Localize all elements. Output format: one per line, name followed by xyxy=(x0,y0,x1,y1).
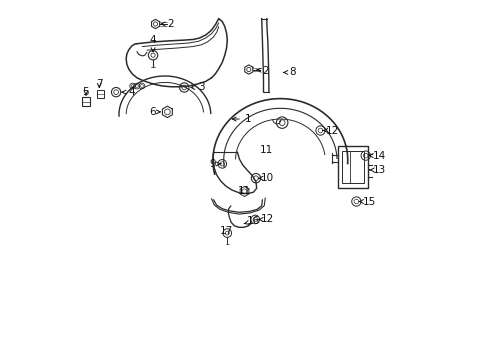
Text: 2: 2 xyxy=(256,66,269,76)
Bar xyxy=(338,145,367,188)
Text: 15: 15 xyxy=(359,197,375,207)
Text: 12: 12 xyxy=(322,126,338,135)
Bar xyxy=(82,97,90,106)
Bar xyxy=(97,90,103,98)
Text: 16: 16 xyxy=(244,216,260,226)
Text: 12: 12 xyxy=(258,215,274,224)
Text: 8: 8 xyxy=(283,67,296,77)
Text: 13: 13 xyxy=(369,165,385,175)
Text: 17: 17 xyxy=(220,226,233,236)
Text: 1: 1 xyxy=(232,114,251,124)
Text: 14: 14 xyxy=(368,150,385,161)
Text: 9: 9 xyxy=(208,159,221,169)
Text: 7: 7 xyxy=(96,79,102,89)
Text: 3: 3 xyxy=(191,82,204,93)
Text: 11: 11 xyxy=(259,144,272,154)
Text: 10: 10 xyxy=(258,173,274,183)
Text: 6: 6 xyxy=(149,107,160,117)
Text: 4: 4 xyxy=(122,87,135,97)
Text: 11: 11 xyxy=(237,186,251,197)
Bar xyxy=(341,151,364,183)
Text: 2: 2 xyxy=(161,19,174,29)
Text: 4: 4 xyxy=(149,35,156,51)
Text: 5: 5 xyxy=(82,87,89,97)
